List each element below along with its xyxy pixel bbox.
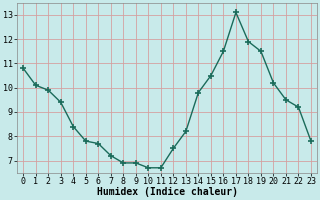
X-axis label: Humidex (Indice chaleur): Humidex (Indice chaleur) — [97, 187, 237, 197]
